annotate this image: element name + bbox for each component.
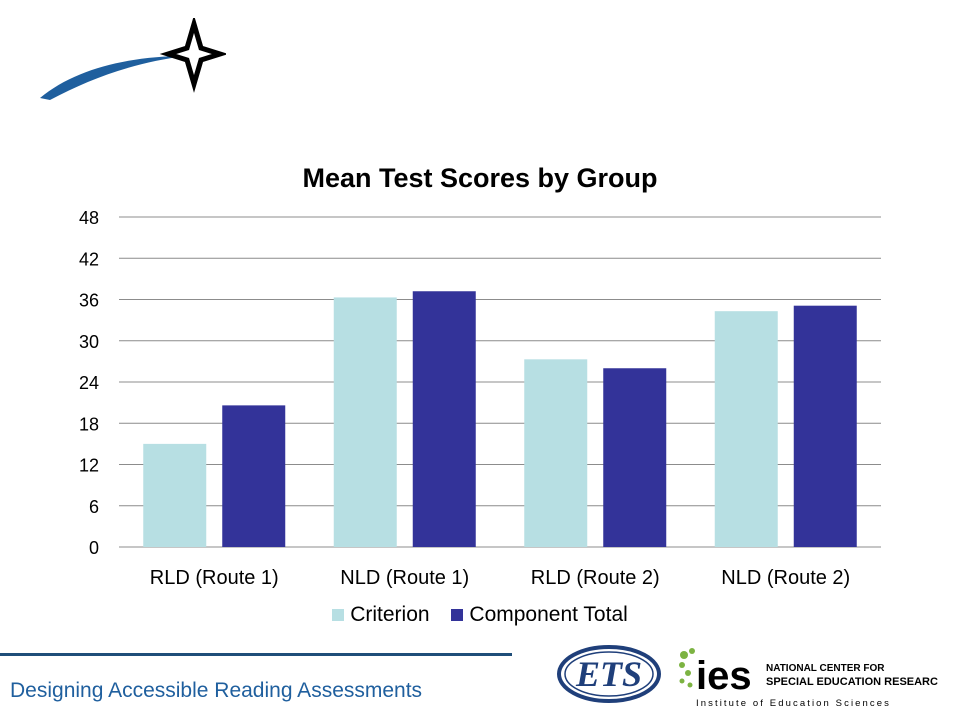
y-tick-label: 6 bbox=[89, 497, 99, 517]
legend-swatch-criterion bbox=[332, 609, 345, 621]
x-tick-label: NLD (Route 1) bbox=[340, 567, 469, 589]
x-tick-label: RLD (Route 1) bbox=[150, 567, 279, 589]
legend-label-component-total: Component Total bbox=[469, 603, 628, 626]
y-axis-tick-labels: 0 6 12 18 24 30 36 42 48 bbox=[79, 208, 99, 558]
legend-label-criterion: Criterion bbox=[350, 603, 430, 626]
x-tick-label: NLD (Route 2) bbox=[721, 567, 850, 589]
legend-item-criterion: Criterion bbox=[332, 603, 430, 627]
ets-logo: ETS bbox=[557, 645, 661, 703]
ets-logo-text: ETS bbox=[575, 654, 642, 694]
legend-swatch-component-total bbox=[451, 609, 464, 621]
star-swoosh-logo-icon bbox=[40, 18, 226, 100]
y-tick-label: 0 bbox=[89, 538, 99, 558]
y-tick-label: 48 bbox=[79, 208, 99, 228]
footer-title: Designing Accessible Reading Assessments bbox=[10, 679, 423, 702]
bar-component-total bbox=[793, 305, 857, 547]
ies-logo-subtitle: Institute of Education Sciences bbox=[696, 698, 891, 709]
bar-criterion bbox=[333, 297, 397, 547]
ies-logo-text: ies bbox=[696, 654, 752, 698]
y-tick-label: 18 bbox=[79, 414, 99, 434]
footer-divider bbox=[0, 653, 512, 656]
y-tick-label: 12 bbox=[79, 456, 99, 476]
bar-criterion bbox=[524, 359, 588, 547]
y-tick-label: 42 bbox=[79, 249, 99, 269]
bar-component-total bbox=[222, 405, 286, 547]
bar-criterion bbox=[714, 311, 778, 547]
y-tick-label: 30 bbox=[79, 332, 99, 352]
legend: Criterion Component Total bbox=[0, 603, 960, 627]
ies-logo-line1: NATIONAL CENTER FOR bbox=[766, 663, 885, 674]
bar-component-total bbox=[412, 291, 476, 547]
bar-component-total bbox=[603, 368, 667, 547]
ies-logo: ies NATIONAL CENTER FOR SPECIAL EDUCATIO… bbox=[679, 648, 938, 709]
ies-logo-line2: SPECIAL EDUCATION RESEARCH bbox=[766, 676, 938, 688]
y-tick-label: 24 bbox=[79, 373, 99, 393]
x-tick-label: RLD (Route 2) bbox=[531, 567, 660, 589]
chart-title: Mean Test Scores by Group bbox=[302, 163, 658, 193]
y-tick-label: 36 bbox=[79, 291, 99, 311]
x-axis-tick-labels: RLD (Route 1) NLD (Route 1) RLD (Route 2) N… bbox=[150, 567, 850, 589]
legend-item-component-total: Component Total bbox=[451, 603, 628, 627]
bars bbox=[143, 291, 857, 547]
bar-criterion bbox=[143, 443, 207, 547]
